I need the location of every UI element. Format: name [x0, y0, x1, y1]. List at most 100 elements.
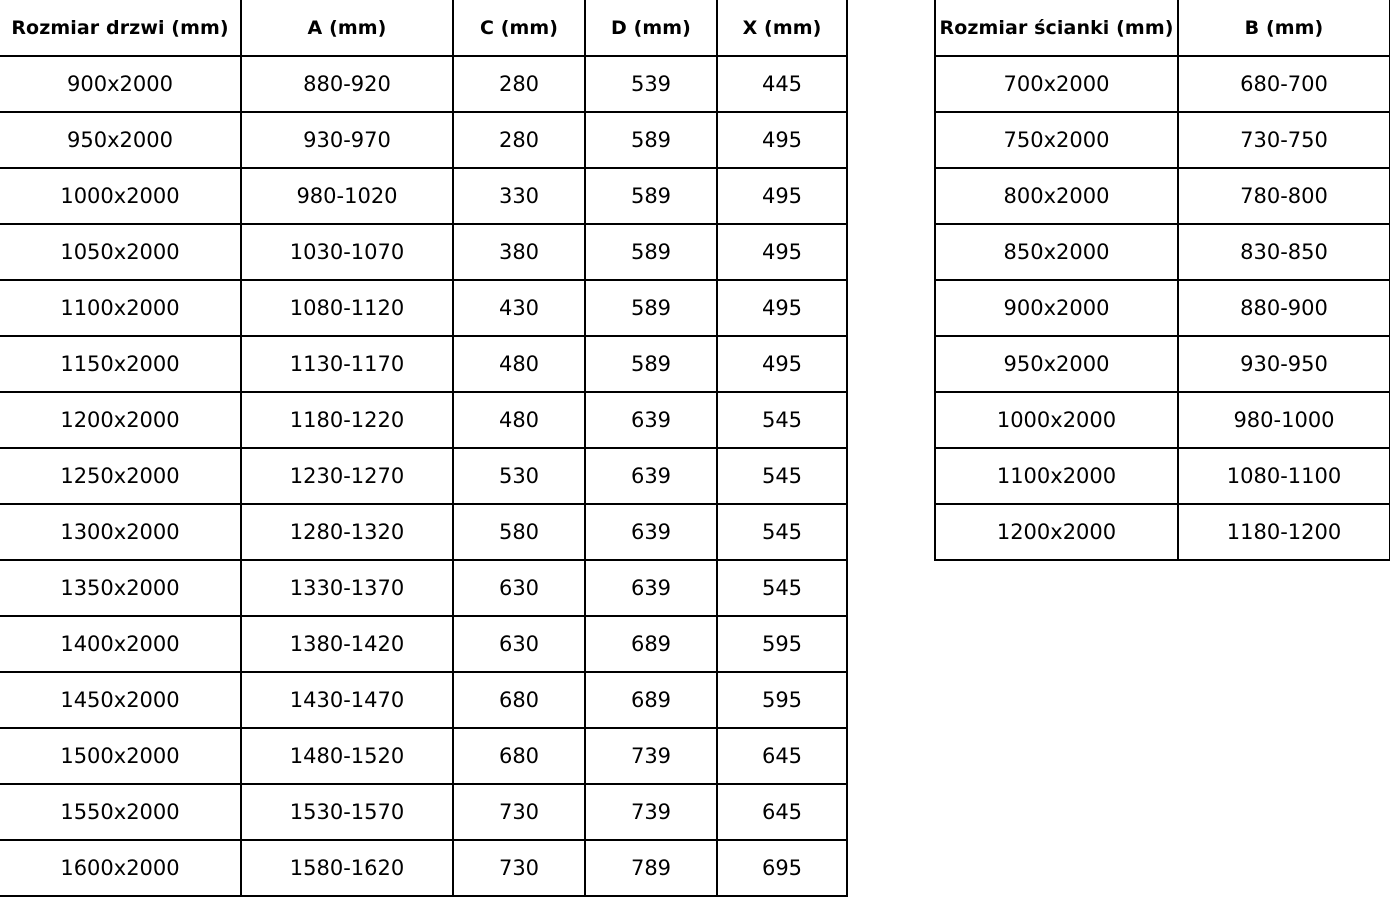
cell-d: 589 — [584, 167, 718, 225]
cell-door-size: 1400x2000 — [0, 615, 242, 673]
table-row: 1150x2000 1130-1170 480 589 495 — [0, 335, 848, 393]
cell-door-size: 1350x2000 — [0, 559, 242, 617]
table-row: 750x2000 730-750 — [934, 111, 1390, 169]
table-row: 1200x2000 1180-1200 — [934, 503, 1390, 561]
table-row: 1050x2000 1030-1070 380 589 495 — [0, 223, 848, 281]
cell-c: 680 — [452, 671, 586, 729]
cell-a: 880-920 — [240, 55, 454, 113]
cell-door-size: 950x2000 — [0, 111, 242, 169]
cell-a: 1330-1370 — [240, 559, 454, 617]
cell-x: 545 — [716, 503, 848, 561]
table-header-row: Rozmiar drzwi (mm) A (mm) C (mm) D (mm) … — [0, 0, 848, 57]
cell-d: 689 — [584, 671, 718, 729]
cell-a: 1530-1570 — [240, 783, 454, 841]
table-row: 1300x2000 1280-1320 580 639 545 — [0, 503, 848, 561]
cell-a: 1180-1220 — [240, 391, 454, 449]
cell-b: 730-750 — [1177, 111, 1390, 169]
cell-c: 730 — [452, 783, 586, 841]
cell-d: 589 — [584, 223, 718, 281]
cell-a: 1430-1470 — [240, 671, 454, 729]
cell-d: 739 — [584, 727, 718, 785]
cell-wall-size: 800x2000 — [934, 167, 1179, 225]
table-row: 950x2000 930-970 280 589 495 — [0, 111, 848, 169]
cell-c: 430 — [452, 279, 586, 337]
cell-x: 495 — [716, 111, 848, 169]
door-table-header: Rozmiar drzwi (mm) A (mm) C (mm) D (mm) … — [0, 0, 848, 57]
table-row: 1400x2000 1380-1420 630 689 595 — [0, 615, 848, 673]
cell-a: 1030-1070 — [240, 223, 454, 281]
cell-x: 645 — [716, 783, 848, 841]
wall-panel-size-table: Rozmiar ścianki (mm) B (mm) 700x2000 680-… — [934, 0, 1390, 561]
cell-c: 480 — [452, 391, 586, 449]
cell-door-size: 1200x2000 — [0, 391, 242, 449]
cell-a: 1380-1420 — [240, 615, 454, 673]
cell-x: 545 — [716, 559, 848, 617]
cell-c: 630 — [452, 559, 586, 617]
cell-a: 1580-1620 — [240, 839, 454, 897]
column-header-c: C (mm) — [452, 0, 586, 57]
cell-door-size: 1050x2000 — [0, 223, 242, 281]
column-header-b: B (mm) — [1177, 0, 1390, 57]
table-row: 1250x2000 1230-1270 530 639 545 — [0, 447, 848, 505]
cell-d: 589 — [584, 111, 718, 169]
cell-c: 680 — [452, 727, 586, 785]
cell-d: 589 — [584, 335, 718, 393]
cell-door-size: 1150x2000 — [0, 335, 242, 393]
cell-door-size: 1550x2000 — [0, 783, 242, 841]
wall-table-header: Rozmiar ścianki (mm) B (mm) — [934, 0, 1390, 57]
table-row: 850x2000 830-850 — [934, 223, 1390, 281]
cell-c: 730 — [452, 839, 586, 897]
table-row: 1000x2000 980-1000 — [934, 391, 1390, 449]
door-size-table: Rozmiar drzwi (mm) A (mm) C (mm) D (mm) … — [0, 0, 848, 897]
cell-door-size: 900x2000 — [0, 55, 242, 113]
cell-b: 980-1000 — [1177, 391, 1390, 449]
table-row: 800x2000 780-800 — [934, 167, 1390, 225]
cell-door-size: 1450x2000 — [0, 671, 242, 729]
cell-x: 595 — [716, 615, 848, 673]
cell-door-size: 1250x2000 — [0, 447, 242, 505]
wall-table-body: 700x2000 680-700 750x2000 730-750 800x2000 78… — [934, 55, 1390, 561]
cell-d: 539 — [584, 55, 718, 113]
cell-wall-size: 1100x2000 — [934, 447, 1179, 505]
table-row: 1000x2000 980-1020 330 589 495 — [0, 167, 848, 225]
cell-d: 589 — [584, 279, 718, 337]
cell-b: 880-900 — [1177, 279, 1390, 337]
door-table-body: 900x2000 880-920 280 539 445 950x2000 930-970 2… — [0, 55, 848, 897]
cell-door-size: 1600x2000 — [0, 839, 242, 897]
cell-a: 1130-1170 — [240, 335, 454, 393]
cell-wall-size: 850x2000 — [934, 223, 1179, 281]
cell-x: 495 — [716, 167, 848, 225]
cell-wall-size: 700x2000 — [934, 55, 1179, 113]
column-header-door-size: Rozmiar drzwi (mm) — [0, 0, 242, 57]
table-row: 1600x2000 1580-1620 730 789 695 — [0, 839, 848, 897]
cell-a: 1080-1120 — [240, 279, 454, 337]
column-header-wall-size: Rozmiar ścianki (mm) — [934, 0, 1179, 57]
cell-door-size: 1500x2000 — [0, 727, 242, 785]
cell-c: 280 — [452, 111, 586, 169]
cell-d: 789 — [584, 839, 718, 897]
cell-x: 695 — [716, 839, 848, 897]
cell-x: 445 — [716, 55, 848, 113]
column-header-d: D (mm) — [584, 0, 718, 57]
cell-c: 330 — [452, 167, 586, 225]
table-header-row: Rozmiar ścianki (mm) B (mm) — [934, 0, 1390, 57]
cell-a: 1230-1270 — [240, 447, 454, 505]
cell-x: 495 — [716, 279, 848, 337]
cell-b: 830-850 — [1177, 223, 1390, 281]
cell-x: 495 — [716, 223, 848, 281]
cell-a: 1480-1520 — [240, 727, 454, 785]
cell-x: 595 — [716, 671, 848, 729]
cell-door-size: 1000x2000 — [0, 167, 242, 225]
table-row: 1500x2000 1480-1520 680 739 645 — [0, 727, 848, 785]
cell-door-size: 1300x2000 — [0, 503, 242, 561]
cell-x: 545 — [716, 447, 848, 505]
cell-wall-size: 750x2000 — [934, 111, 1179, 169]
cell-wall-size: 900x2000 — [934, 279, 1179, 337]
table-row: 1550x2000 1530-1570 730 739 645 — [0, 783, 848, 841]
cell-x: 495 — [716, 335, 848, 393]
cell-c: 630 — [452, 615, 586, 673]
table-row: 950x2000 930-950 — [934, 335, 1390, 393]
table-row: 900x2000 880-920 280 539 445 — [0, 55, 848, 113]
cell-door-size: 1100x2000 — [0, 279, 242, 337]
cell-b: 1080-1100 — [1177, 447, 1390, 505]
